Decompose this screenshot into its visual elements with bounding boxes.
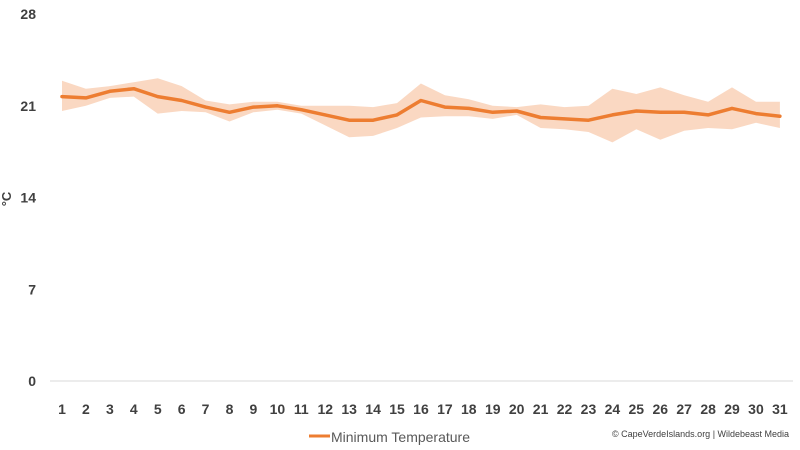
minimum-temperature-point [539,116,543,119]
x-tick-label: 9 [250,401,258,417]
minimum-temperature-point [634,109,638,113]
minimum-temperature-point [275,104,279,108]
minimum-temperature-point [180,99,184,102]
x-tick-label: 30 [748,401,764,417]
x-tick-label: 23 [581,401,597,417]
x-tick-label: 18 [461,401,477,417]
legend: Minimum Temperature [309,429,470,445]
temperature-line-layer [60,86,782,122]
y-axis-ticks: 0 7 14 21 28 [20,6,36,389]
x-tick-label: 27 [676,401,692,417]
x-tick-label: 2 [82,401,90,417]
minimum-temperature-point [419,99,423,102]
x-axis-ticks: 1 2 3 4 5 6 7 8 9 10 11 12 13 14 15 16 17 18 19 20 21 22 23 24 2… [58,401,788,417]
y-tick-label: 0 [28,373,36,389]
x-tick-label: 25 [629,401,645,417]
minimum-temperature-point [371,118,375,122]
minimum-temperature-point [299,108,303,112]
x-tick-label: 3 [106,401,114,417]
minimum-temperature-point [610,113,614,117]
credit-text: © CapeVerdeIslands.org | Wildebeast Medi… [612,429,789,439]
minimum-temperature-point [491,110,495,114]
minimum-temperature-point [443,105,447,109]
x-tick-label: 4 [130,401,138,417]
minimum-temperature-point [730,106,734,110]
x-tick-label: 8 [226,401,234,417]
y-tick-label: 7 [28,281,36,297]
x-tick-label: 7 [202,401,210,417]
minimum-temperature-point [132,87,136,91]
legend-label-minimum-temperature: Minimum Temperature [331,429,470,445]
x-tick-label: 17 [437,401,453,417]
x-tick-label: 16 [413,401,429,417]
temperature-range-band-layer [62,78,780,143]
minimum-temperature-point [228,110,231,114]
minimum-temperature-point [156,95,160,99]
minimum-temperature-point [347,118,351,122]
x-tick-label: 26 [652,401,668,417]
temperature-range-band [62,78,780,143]
minimum-temperature-point [60,95,64,99]
minimum-temperature-point [108,89,112,93]
minimum-temperature-point [84,96,88,100]
minimum-temperature-point [682,110,686,114]
x-tick-label: 28 [700,401,716,417]
x-tick-label: 6 [178,401,186,417]
minimum-temperature-point [778,114,782,118]
minimum-temperature-point [658,110,662,114]
y-axis-label: °C [0,191,14,206]
x-tick-label: 21 [533,401,549,417]
x-tick-label: 13 [341,401,357,417]
y-tick-label: 14 [20,190,36,206]
x-tick-label: 15 [389,401,405,417]
y-tick-label: 28 [20,6,36,22]
minimum-temperature-point [467,106,471,110]
x-tick-label: 22 [557,401,573,417]
minimum-temperature-point [563,117,566,121]
x-tick-label: 20 [509,401,525,417]
x-tick-label: 1 [58,401,66,417]
x-tick-label: 12 [317,401,333,417]
minimum-temperature-point [515,109,519,113]
minimum-temperature-point [587,118,590,122]
minimum-temperature-point [251,105,255,109]
x-tick-label: 19 [485,401,501,417]
x-tick-label: 24 [605,401,621,417]
minimum-temperature-point [395,113,399,117]
x-tick-label: 11 [294,401,309,417]
x-tick-label: 31 [772,401,788,417]
minimum-temperature-point [706,113,710,117]
x-tick-label: 14 [365,401,381,417]
minimum-temperature-point [754,112,758,116]
minimum-temperature-point [323,113,327,117]
x-tick-label: 10 [270,401,286,417]
minimum-temperature-point [204,105,208,109]
x-tick-label: 29 [724,401,740,417]
y-tick-label: 21 [20,98,36,114]
x-tick-label: 5 [154,401,162,417]
